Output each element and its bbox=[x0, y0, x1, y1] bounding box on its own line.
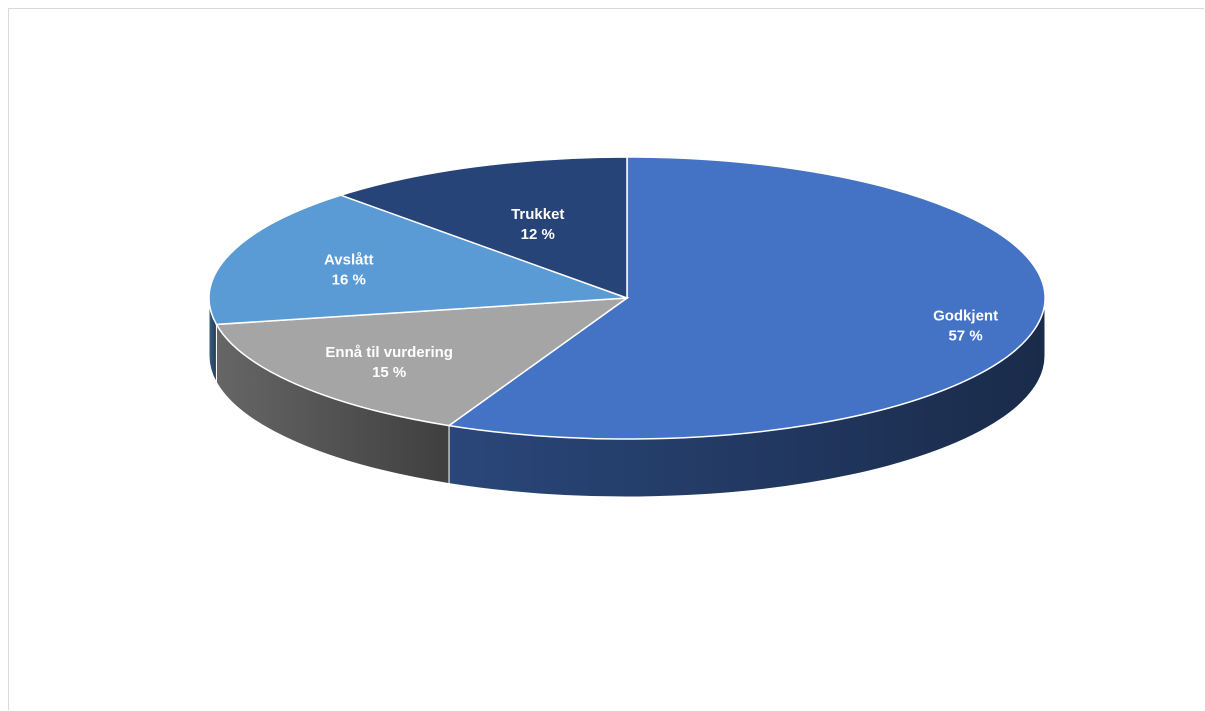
slice-avsl-tt bbox=[208, 194, 628, 326]
slice-value-label: 15 % bbox=[372, 364, 406, 381]
slice-value-label: 16 % bbox=[332, 272, 366, 289]
slice-label: Godkjent bbox=[933, 308, 998, 325]
slice-value-label: 12 % bbox=[521, 226, 555, 243]
chart-area bbox=[8, 8, 1204, 710]
slice-label: Avslått bbox=[324, 252, 373, 269]
pie-labels: Godkjent 57 % Ennå til vurdering 15 % Avslåt… bbox=[324, 206, 998, 381]
slice-enn-til-vurdering bbox=[215, 297, 630, 427]
slice-godkjent bbox=[447, 156, 1046, 440]
slice-label: Trukket bbox=[511, 206, 564, 223]
slice-label: Ennå til vurdering bbox=[325, 344, 453, 361]
pie-top bbox=[208, 156, 1046, 440]
slice-value-label: 57 % bbox=[948, 328, 982, 345]
slice-trukket bbox=[338, 156, 628, 300]
